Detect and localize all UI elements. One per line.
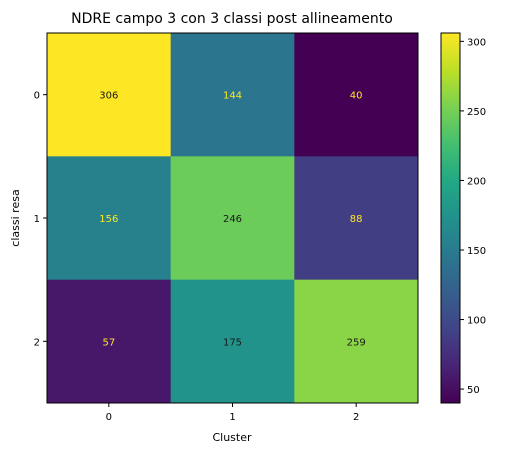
cell-value-label: 57 — [102, 337, 115, 348]
colorbar — [440, 32, 461, 404]
cell-value-label: 88 — [350, 214, 363, 225]
colorbar-tick-label: 250 — [467, 107, 486, 118]
heatmap-cell — [47, 33, 172, 157]
x-axis-ticks: 0 1 2 — [106, 403, 359, 423]
heatmap-cell — [170, 156, 295, 281]
x-axis-label: Cluster — [212, 431, 252, 444]
y-axis-label: classi resa — [9, 189, 22, 246]
heatmap-cell — [47, 279, 172, 404]
cell-value-label: 175 — [223, 337, 242, 348]
colorbar-tick-label: 300 — [467, 37, 486, 48]
colorbar-ticks: 300 250 200 150 100 50 — [460, 37, 486, 396]
colorbar-tick-label: 50 — [467, 385, 480, 396]
cell-value-label: 144 — [223, 91, 242, 102]
y-axis-ticks: 0 1 2 — [34, 91, 47, 348]
heatmap-cell-labels: 306 144 40 156 246 88 57 175 259 — [99, 91, 365, 349]
heatmap-cell — [170, 279, 295, 404]
x-tick-label: 0 — [106, 412, 112, 423]
heatmap-cell — [170, 33, 295, 157]
x-tick-label: 1 — [229, 412, 235, 423]
heatmap-cell — [294, 279, 419, 404]
cell-value-label: 156 — [99, 214, 118, 225]
y-tick-label: 2 — [34, 337, 40, 348]
heatmap-cells — [47, 33, 419, 404]
y-tick-label: 0 — [34, 91, 40, 102]
cell-value-label: 259 — [347, 337, 366, 348]
colorbar-tick-label: 200 — [467, 176, 486, 187]
chart-title: NDRE campo 3 con 3 classi post allineame… — [71, 11, 393, 27]
cell-value-label: 306 — [99, 91, 118, 102]
colorbar-tick-label: 150 — [467, 246, 486, 257]
heatmap-cell — [294, 156, 419, 281]
cell-value-label: 246 — [223, 214, 242, 225]
heatmap-cell — [47, 156, 172, 281]
y-tick-label: 1 — [34, 214, 40, 225]
cell-value-label: 40 — [350, 91, 363, 102]
x-tick-label: 2 — [353, 412, 359, 423]
heatmap-cell — [294, 33, 419, 157]
colorbar-tick-label: 100 — [467, 316, 486, 327]
